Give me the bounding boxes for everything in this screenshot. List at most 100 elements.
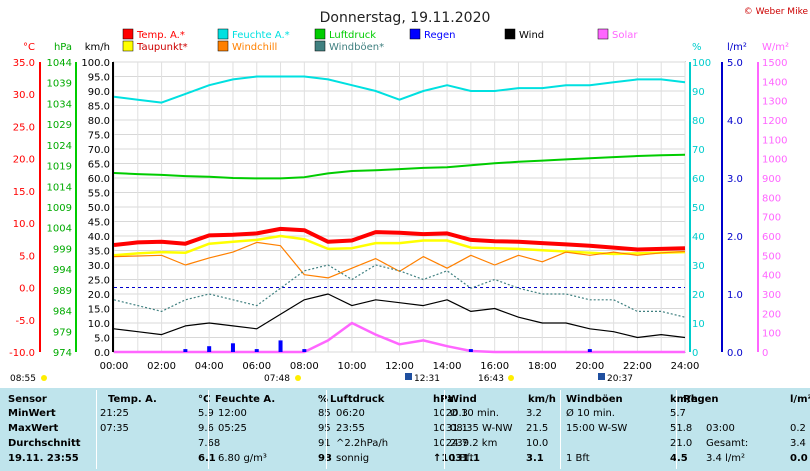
stats-row-label: Durchschnitt [8,438,81,449]
stats-header: Sensor [8,394,47,405]
stats-column-divider [560,390,561,469]
rain-bar [230,343,235,352]
time-tick: 14:00 [433,361,462,372]
rain-bar [183,349,188,352]
sunset-icon [598,373,605,380]
stats-cell: 3.2 [526,408,542,419]
wind-axis-tick: 20.0 [88,290,110,301]
wind-axis-tick: 30.0 [88,261,110,272]
solar-axis-tick: 400 [762,271,781,282]
legend-label: Luftdruck [329,30,376,41]
stats-cell: 23:55 [336,423,365,434]
solar-axis-tick: 700 [762,213,781,224]
temp-axis-unit: °C [23,42,35,53]
stats-cell: 08:35 W-NW [450,423,513,434]
stats-header: hPa [433,394,454,405]
humidity-axis-tick: 60 [692,174,705,185]
rain-axis-tick: 2.0 [727,232,743,243]
legend-label: Taupunkt* [136,42,188,53]
stats-cell: 1 Bft [450,453,474,464]
pressure-axis-tick: 1004 [47,224,72,235]
stats-cell: Ø 10 min. [450,408,499,419]
series-line [113,293,686,339]
wind-axis-tick: 90.0 [88,87,110,98]
wind-axis-tick: 25.0 [88,276,110,287]
rain-axis-tick: 5.0 [727,58,743,69]
legend-swatch [122,40,134,52]
time-tick: 00:00 [100,361,129,372]
pressure-axis-tick: 1014 [47,182,72,193]
wind-axis-tick: 35.0 [88,247,110,258]
legend-swatch [122,28,134,40]
pressure-axis-tick: 1029 [47,120,72,131]
solar-axis-tick: 100 [762,329,781,340]
stats-cell: 03:00 [706,423,735,434]
grid-layer [113,61,686,353]
solar-axis-tick: 1200 [762,116,787,127]
humidity-axis-unit: % [692,42,702,53]
stats-header: Wind [448,394,477,405]
solar-axis-tick: 900 [762,174,781,185]
pressure-axis-tick: 994 [53,265,72,276]
wind-axis-tick: 65.0 [88,160,110,171]
rain-axis-tick: 3.0 [727,174,743,185]
stats-header: Luftdruck [330,394,385,405]
wind-axis-tick: 95.0 [88,73,110,84]
humidity-axis-tick: 100 [692,58,711,69]
wind-axis-tick: 75.0 [88,131,110,142]
time-tick: 12:00 [385,361,414,372]
stats-cell: Ø 10 min. [566,408,615,419]
stats-row-label: MaxWert [8,423,59,434]
humidity-axis-tick: 30 [692,261,705,272]
stats-cell: 4.5 [670,453,688,464]
copyright-label: © Weber Mike [744,7,809,17]
stats-column-divider [444,390,445,469]
series-layer [113,75,686,354]
series-line [113,264,686,318]
stats-column-divider [326,390,327,469]
pressure-axis-tick: 999 [53,244,72,255]
pressure-axis-tick: 974 [53,348,72,359]
stats-cell: ↑1031.1 [433,453,480,464]
temp-axis-tick: 15.0 [13,187,35,198]
humidity-axis-tick: 40 [692,232,705,243]
chart-title: Donnerstag, 19.11.2020 [320,10,491,26]
stats-cell: Gesamt: [706,438,749,449]
stats-cell: 15:00 W-SW [566,423,628,434]
pressure-axis-tick: 1024 [47,141,72,152]
rain-bar [302,349,307,352]
sun-icon [295,375,301,381]
wind-axis-tick: 15.0 [88,305,110,316]
wind-axis-tick: 50.0 [88,203,110,214]
stats-cell: 06:20 [336,408,365,419]
stats-header: l/m² [790,394,810,405]
legend-swatch [504,28,516,40]
time-tick: 20:00 [575,361,604,372]
time-tick: 08:00 [290,361,319,372]
time-tick: 10:00 [338,361,367,372]
stats-cell: 3.4 l/m² [706,453,745,464]
stats-cell: 7.68 [198,438,221,449]
stats-header: °C [198,394,211,405]
time-tick: 04:00 [195,361,224,372]
legend-swatch [217,40,229,52]
solar-axis-tick: 1300 [762,97,787,108]
time-tick: 16:00 [480,361,509,372]
stats-cell: 239.2 km [450,438,498,449]
stats-cell: sonnig [336,453,370,464]
stats-cell: 5.7 [670,408,686,419]
solar-axis-tick: 500 [762,251,781,262]
solar-axis-unit: W/m² [762,42,789,53]
solar-axis-tick: 1400 [762,77,787,88]
rain-axis-tick: 4.0 [727,116,743,127]
wind-axis-tick: 85.0 [88,102,110,113]
wind-axis-tick: 0.0 [94,348,110,359]
wind-axis-tick: 100.0 [81,58,110,69]
series-line [113,226,686,252]
stats-cell: 91 [318,438,331,449]
pressure-axis-tick: 1034 [47,99,72,110]
pressure-axis-tick: 984 [53,307,72,318]
time-tick: 06:00 [242,361,271,372]
stats-header: % [318,394,329,405]
